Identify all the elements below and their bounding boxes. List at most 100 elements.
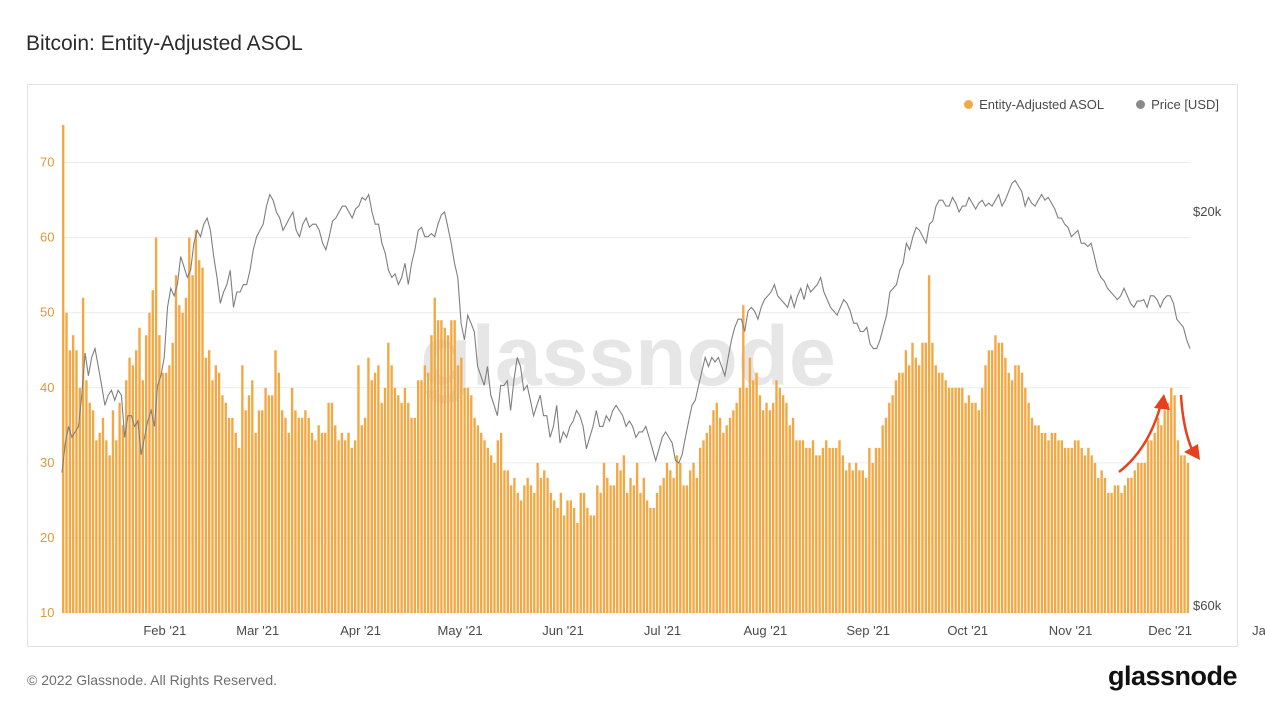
asol-bar xyxy=(280,410,284,613)
asol-bar xyxy=(808,447,811,613)
asol-bar xyxy=(745,387,748,613)
asol-bar xyxy=(460,357,463,613)
asol-bar xyxy=(815,455,818,613)
asol-bar xyxy=(254,432,257,613)
asol-bar xyxy=(878,447,881,613)
legend-item-price[interactable]: Price [USD] xyxy=(1136,97,1219,112)
asol-bar xyxy=(881,425,884,613)
asol-bar xyxy=(914,357,918,613)
asol-bar xyxy=(1093,462,1097,613)
asol-bar xyxy=(858,470,861,613)
asol-bar xyxy=(400,402,403,613)
asol-bar xyxy=(685,485,689,613)
asol-bar xyxy=(217,372,221,613)
asol-bar xyxy=(1010,380,1014,613)
asol-bar xyxy=(1053,432,1057,613)
asol-bar xyxy=(387,342,390,613)
y-left-tick-label: 60 xyxy=(40,230,54,245)
asol-bar xyxy=(848,462,851,613)
asol-bar xyxy=(1136,462,1140,613)
y-left-tick-label: 50 xyxy=(40,305,54,320)
asol-bar xyxy=(722,432,725,613)
asol-bar xyxy=(649,507,652,613)
asol-bar xyxy=(984,365,987,613)
asol-bar xyxy=(639,492,642,613)
asol-bar xyxy=(831,447,835,613)
asol-bar xyxy=(662,477,665,613)
asol-bar xyxy=(138,327,141,613)
asol-bar xyxy=(244,410,247,613)
asol-bar xyxy=(961,387,964,613)
asol-bar xyxy=(241,365,244,613)
asol-bar xyxy=(655,492,659,613)
asol-bar xyxy=(1146,440,1150,613)
asol-bar xyxy=(1113,485,1117,613)
asol-bar xyxy=(1153,432,1156,613)
asol-bar xyxy=(1090,455,1093,613)
asol-bar xyxy=(864,477,868,613)
asol-bar xyxy=(290,387,294,613)
asol-bar xyxy=(426,372,430,613)
asol-bar xyxy=(556,507,559,613)
asol-bar xyxy=(310,432,314,613)
asol-bar xyxy=(91,410,95,613)
asol-bar xyxy=(483,440,486,613)
asol-bar xyxy=(1050,432,1054,613)
asol-bar xyxy=(652,507,655,613)
asol-bar xyxy=(835,447,838,613)
asol-bar xyxy=(582,492,586,613)
asol-bar xyxy=(1160,425,1163,613)
asol-bar xyxy=(314,440,317,613)
asol-bar xyxy=(277,372,281,613)
asol-bar xyxy=(71,335,75,613)
legend-asol-label: Entity-Adjusted ASOL xyxy=(979,97,1105,112)
asol-bar xyxy=(188,237,191,613)
asol-bar xyxy=(990,350,994,613)
asol-bar xyxy=(645,500,649,613)
asol-bar xyxy=(768,410,772,613)
asol-bar xyxy=(599,492,602,613)
asol-bar xyxy=(828,447,831,613)
asol-bar xyxy=(705,432,709,613)
asol-bar xyxy=(894,380,898,613)
legend-item-asol[interactable]: Entity-Adjusted ASOL xyxy=(964,97,1104,112)
asol-bar xyxy=(148,312,151,613)
asol-bar xyxy=(669,470,672,613)
asol-bar xyxy=(509,485,513,613)
price-line xyxy=(61,179,1191,473)
asol-bar xyxy=(1183,455,1186,613)
asol-bar xyxy=(164,372,168,613)
asol-bar xyxy=(732,410,735,613)
asol-bar xyxy=(118,402,121,613)
asol-bar xyxy=(390,365,393,613)
asol-bar xyxy=(1170,387,1173,613)
asol-bar xyxy=(692,462,695,613)
asol-bar xyxy=(1103,477,1107,613)
asol-bar xyxy=(765,402,768,613)
asol-bar xyxy=(446,335,450,613)
asol-bar xyxy=(516,492,519,613)
asol-bar xyxy=(795,440,798,613)
asol-bar xyxy=(294,410,297,613)
asol-bar xyxy=(1007,372,1010,613)
asol-bar xyxy=(1004,357,1007,613)
asol-bar xyxy=(108,455,111,613)
asol-bar xyxy=(198,260,201,613)
arrow-up-shaft xyxy=(1118,399,1164,473)
asol-bar xyxy=(499,432,503,613)
asol-bar xyxy=(1176,440,1180,613)
asol-bar xyxy=(523,485,526,613)
asol-bar xyxy=(1060,440,1064,613)
asol-bar xyxy=(1080,447,1083,613)
asol-bar xyxy=(470,395,473,613)
asol-bar xyxy=(178,305,181,613)
asol-bar xyxy=(134,350,138,613)
asol-bar xyxy=(340,432,344,613)
asol-bar xyxy=(237,447,241,613)
y-left-tick-label: 30 xyxy=(40,455,54,470)
chart-title: Bitcoin: Entity-Adjusted ASOL xyxy=(26,32,303,55)
asol-bar xyxy=(111,410,115,613)
asol-bar xyxy=(868,447,871,613)
x-tick-label: Sep '21 xyxy=(846,623,890,638)
asol-bar xyxy=(221,395,224,613)
